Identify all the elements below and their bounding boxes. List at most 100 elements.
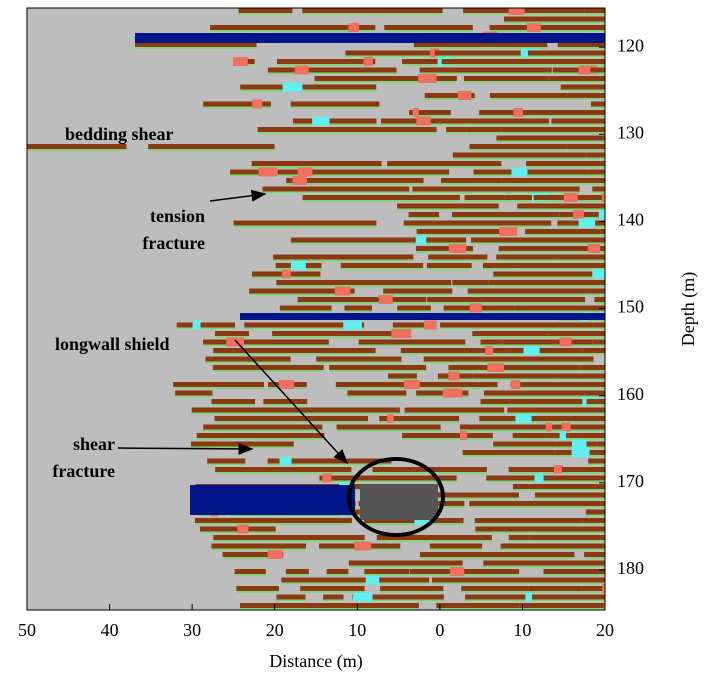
strata-band: [279, 305, 332, 311]
strata-band: [502, 339, 593, 345]
fracture-patch: [348, 23, 360, 32]
strata-band: [548, 76, 605, 81]
strata-band: [173, 382, 264, 387]
y-tick-label: 160: [617, 384, 644, 404]
strata-band: [588, 169, 605, 175]
strata-band: [517, 263, 605, 268]
fracture-patch: [365, 575, 380, 585]
strata-band: [580, 382, 605, 387]
strata-band: [290, 237, 467, 243]
strata-band: [480, 399, 587, 404]
strata-band: [480, 339, 503, 345]
strata-band: [459, 424, 561, 430]
fracture-patch: [571, 448, 590, 457]
strata-band: [586, 399, 605, 404]
fracture-patch: [281, 269, 291, 279]
fracture-patch: [487, 363, 504, 372]
fracture-patch: [448, 244, 467, 253]
fracture-patch: [610, 176, 617, 185]
strata-band: [469, 144, 568, 149]
strata-band: [467, 288, 586, 294]
fracture-patch: [598, 210, 605, 219]
strata-band: [203, 101, 271, 107]
fracture-patch: [573, 210, 584, 219]
strata-band: [384, 25, 473, 30]
strata-band: [273, 254, 414, 260]
strata-band: [590, 101, 605, 107]
strata-band: [496, 135, 605, 141]
strata-band: [489, 25, 605, 30]
fracture-patch: [418, 74, 437, 83]
strata-band: [594, 577, 605, 583]
strata-band: [588, 526, 605, 532]
strata-band: [222, 552, 284, 557]
strata-band: [586, 152, 605, 158]
fracture-patch: [252, 99, 263, 109]
strata-band: [230, 169, 272, 175]
strata-band: [496, 254, 558, 260]
strata-band: [472, 331, 548, 336]
strata-band: [397, 305, 431, 311]
strata-band: [262, 186, 410, 192]
fracture-patch: [258, 167, 278, 177]
strata-band: [585, 288, 605, 294]
strata-band: [604, 365, 605, 370]
strata-band: [409, 569, 520, 574]
strata-band: [387, 161, 502, 166]
fracture-patch: [614, 440, 621, 449]
strata-band: [514, 305, 605, 311]
arrow: [117, 442, 254, 455]
y-tick-label: 120: [617, 35, 644, 55]
strata-band: [554, 373, 605, 379]
strata-band: [465, 594, 605, 600]
strata-band: [263, 399, 308, 404]
strata-band: [290, 101, 380, 107]
annotation: tension: [150, 206, 205, 226]
strata-band: [148, 144, 275, 149]
annotation: shear: [73, 434, 115, 454]
strata-band: [234, 569, 266, 574]
fracture-patch: [279, 456, 292, 466]
strata-band: [297, 297, 427, 302]
strata-band: [501, 127, 605, 132]
shield-block: [360, 484, 438, 520]
strata-band: [552, 67, 591, 73]
fracture-patch: [414, 516, 431, 525]
strata-band: [466, 127, 502, 132]
fracture-patch: [312, 116, 330, 126]
y-tick-label: 140: [617, 210, 644, 230]
strata-band: [474, 518, 583, 523]
strata-band: [427, 297, 586, 302]
strata-band: [215, 467, 352, 472]
strata-band: [326, 569, 349, 574]
strata-band: [448, 365, 580, 370]
strata-band: [419, 67, 552, 73]
strata-band: [504, 195, 534, 200]
strata-band: [408, 212, 440, 217]
strata-band: [292, 118, 377, 124]
strata-band: [415, 246, 474, 251]
strata-band: [233, 220, 377, 226]
strata-band: [440, 322, 594, 328]
fracture-patch: [378, 295, 393, 304]
strata-band: [276, 594, 306, 600]
strata-band: [397, 203, 499, 209]
strata-band: [302, 195, 460, 200]
strata-band: [413, 42, 548, 47]
fracture-patch: [515, 414, 535, 423]
fracture-patch: [448, 371, 460, 381]
strata-band: [531, 416, 605, 421]
strata-band: [267, 458, 392, 464]
fracture-patch: [412, 108, 419, 117]
strata-band: [592, 569, 605, 574]
strata-band: [462, 450, 555, 455]
strata-band: [483, 560, 605, 566]
strata-band: [329, 365, 427, 370]
strata-band: [376, 535, 492, 540]
strata-band: [388, 373, 417, 379]
fracture-patch: [559, 431, 567, 440]
strata-band: [588, 458, 605, 464]
strata-band: [561, 467, 605, 472]
fracture-patch: [561, 422, 571, 432]
